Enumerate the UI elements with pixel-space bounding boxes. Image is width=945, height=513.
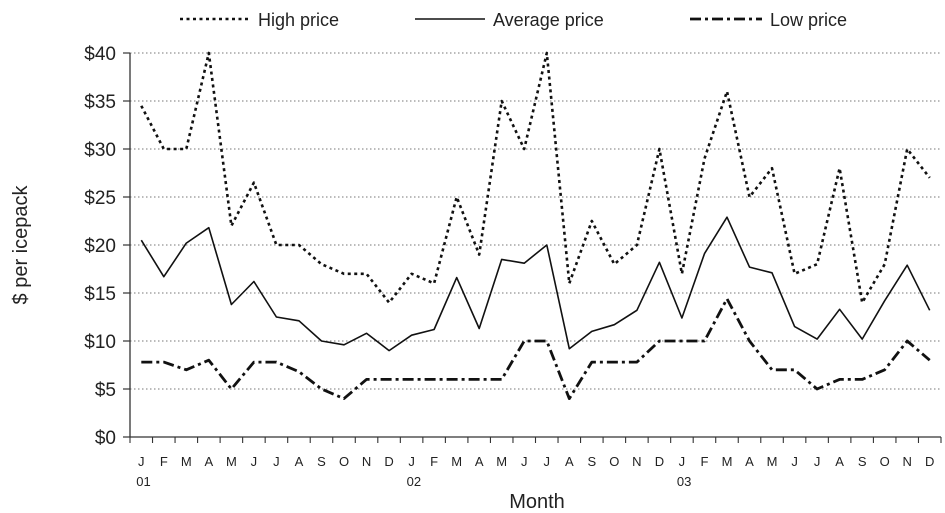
x-tick-label: J	[138, 454, 145, 469]
x-tick-label: D	[925, 454, 934, 469]
y-tick-label: $35	[84, 92, 116, 113]
x-tick-label: A	[205, 454, 214, 469]
y-tick-label: $15	[84, 284, 116, 305]
x-tick-label: N	[903, 454, 912, 469]
legend-label: Low price	[770, 10, 847, 30]
x-tick-label: J	[408, 454, 415, 469]
y-tick-label: $40	[84, 44, 116, 65]
x-tick-label: J	[521, 454, 528, 469]
x-tick-label: J	[791, 454, 798, 469]
x-tick-label: F	[430, 454, 438, 469]
x-tick-label: M	[496, 454, 507, 469]
x-tick-label: A	[565, 454, 574, 469]
x-tick-label: A	[835, 454, 844, 469]
y-tick-label: $30	[84, 140, 116, 161]
year-label: 02	[407, 474, 421, 489]
x-tick-label: D	[384, 454, 393, 469]
y-tick-label: $10	[84, 332, 116, 353]
x-axis-title: Month	[509, 491, 565, 513]
y-tick-labels: $0 $5 $10 $15 $20 $25 $30 $35 $40	[84, 44, 116, 449]
x-tick-label: S	[317, 454, 326, 469]
x-tick-label: J	[544, 454, 551, 469]
x-tick-label: J	[679, 454, 686, 469]
x-tick-label: O	[609, 454, 619, 469]
x-tick-label: N	[362, 454, 371, 469]
x-tick-label: N	[632, 454, 641, 469]
legend: High price Average price Low price	[180, 10, 847, 30]
x-tick-label: J	[251, 454, 258, 469]
series-line-average-price	[140, 216, 931, 352]
x-tick-label: M	[451, 454, 462, 469]
series-line-low-price	[141, 297, 931, 401]
legend-label: High price	[258, 10, 339, 30]
y-tick-label: $0	[95, 428, 116, 449]
x-tick-label: A	[745, 454, 754, 469]
y-tick-label: $20	[84, 236, 116, 257]
x-tick-label: A	[295, 454, 304, 469]
y-axis-title: $ per icepack	[10, 185, 32, 305]
series-line-high-price	[140, 51, 931, 304]
x-tick-label: O	[880, 454, 890, 469]
x-tick-label: M	[722, 454, 733, 469]
x-tick-label: M	[181, 454, 192, 469]
y-tick-label: $25	[84, 188, 116, 209]
series-lines	[140, 51, 931, 401]
axes	[123, 52, 942, 443]
x-tick-label: D	[655, 454, 664, 469]
x-tick-label: J	[814, 454, 821, 469]
x-tick-label: F	[160, 454, 168, 469]
x-tick-label: F	[700, 454, 708, 469]
x-tick-labels: J F M A M J J A S O N D J F M A M J J A S O N D J F M A M J J A S O N D01 02…	[136, 454, 934, 489]
legend-label: Average price	[493, 10, 604, 30]
x-tick-label: J	[273, 454, 280, 469]
year-label: 03	[677, 474, 691, 489]
x-tick-label: A	[475, 454, 484, 469]
x-tick-label: S	[587, 454, 596, 469]
x-tick-label: S	[858, 454, 867, 469]
y-tick-label: $5	[95, 380, 116, 401]
x-tick-label: M	[226, 454, 237, 469]
x-tick-label: M	[767, 454, 778, 469]
year-label: 01	[136, 474, 150, 489]
x-tick-label: O	[339, 454, 349, 469]
